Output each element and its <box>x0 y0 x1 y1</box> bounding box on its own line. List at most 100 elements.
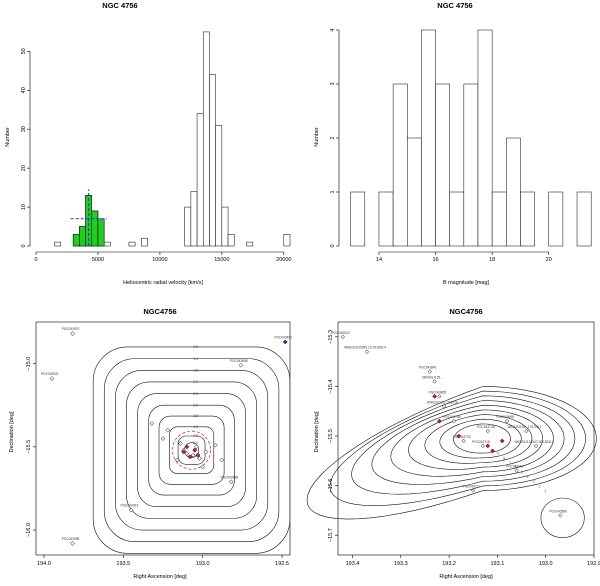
labeled-galaxy-point <box>533 443 539 449</box>
density-contour-ylabel: Declination [deg] <box>314 411 320 452</box>
histogram-bar <box>221 206 229 247</box>
highlighted-point <box>195 452 201 458</box>
labeled-galaxy-point <box>524 428 529 434</box>
member-point <box>213 442 218 448</box>
density-contour <box>169 426 215 474</box>
density-contour <box>424 414 533 464</box>
x-tick-label: 20 <box>546 257 552 263</box>
y-tick-label: −15.7 <box>328 528 334 542</box>
galaxy-label: PGC043841 <box>419 366 437 370</box>
sky-distribution-title: NGC4756 <box>143 307 176 316</box>
y-tick-label: −15.3 <box>328 330 334 344</box>
galaxy-label: PGC043738 <box>477 425 495 429</box>
galaxy-label: PGC043580 <box>549 509 567 513</box>
member-point <box>190 452 196 458</box>
galaxy-label: WINGSJ125059.13-151630.4 <box>344 346 386 350</box>
contour-label: 2.5 <box>193 392 198 396</box>
x-tick-label: 0 <box>34 257 37 263</box>
histogram-bar <box>576 191 592 247</box>
labeled-galaxy-point <box>427 369 432 374</box>
labeled-galaxy-point <box>461 438 466 444</box>
member-histogram-bar <box>91 210 99 247</box>
x-tick-label: 193.5 <box>116 561 130 567</box>
labeled-galaxy-point <box>70 331 75 337</box>
magnitude-histogram-ylabel: Number <box>314 127 320 147</box>
y-tick-label: 30 <box>21 126 27 132</box>
x-tick-label: 5000 <box>92 257 104 263</box>
density-contour <box>439 418 522 459</box>
member-point <box>203 449 209 455</box>
galaxy-label: PGC043688 <box>220 475 238 479</box>
histogram-bar <box>209 74 216 247</box>
member-point <box>174 457 180 463</box>
galaxy-label: PGC043711 <box>463 485 481 489</box>
density-contour <box>158 415 225 485</box>
galaxy-label: PGC043723 <box>453 435 471 439</box>
labeled-galaxy-point <box>480 443 486 449</box>
labeled-galaxy-point <box>49 376 55 381</box>
histogram-bar <box>392 83 408 247</box>
member-point <box>178 441 183 446</box>
x-tick-label: 16 <box>432 257 438 263</box>
x-tick-label: 193.0 <box>196 561 210 567</box>
highlighted-point <box>184 444 190 450</box>
density-contour-xlabel: Right Ascension [deg] <box>439 574 493 580</box>
highlighted-point <box>485 443 491 449</box>
labeled-galaxy-point <box>228 479 234 485</box>
histogram-bar <box>103 241 111 247</box>
highlighted-point <box>192 447 198 453</box>
contour-label: 1 <box>544 489 546 493</box>
labeled-galaxy-point <box>128 507 134 513</box>
x-tick-label: 193.3 <box>394 561 408 567</box>
x-tick-label: 193.0 <box>539 561 553 567</box>
galaxy-label: PGC043805 <box>429 390 447 394</box>
density-contour <box>371 400 565 485</box>
density-contour <box>103 358 280 542</box>
x-tick-label: 193.2 <box>442 561 456 567</box>
contour-label: 4 <box>527 475 529 479</box>
y-tick-label: 20 <box>21 165 27 171</box>
member-histogram-bar <box>79 226 86 247</box>
member-point <box>193 444 199 450</box>
histogram-bar <box>283 234 291 247</box>
histogram-bar <box>215 125 223 247</box>
histogram-bar <box>128 241 136 247</box>
x-tick-label: 192.9 <box>587 561 600 567</box>
x-tick-label: 18 <box>489 257 495 263</box>
histogram-bar <box>506 137 521 247</box>
sky-distribution-ylabel: Declination [deg] <box>9 411 15 452</box>
labeled-galaxy-point <box>432 379 437 384</box>
contour-group: 0.5 1.0 1.5 2.0 2.5 3.0 3.5 4.0 4.5 5.0 <box>92 345 290 554</box>
histogram-bar <box>548 191 564 247</box>
member-point <box>200 464 206 470</box>
x-tick-label: 14 <box>376 257 382 263</box>
x-tick-label: 193.4 <box>346 561 360 567</box>
contour-label: 3 <box>533 480 535 484</box>
galaxy-label: WINGSJ125...175712.1 <box>508 425 542 429</box>
highlighted-point <box>437 418 442 424</box>
galaxy-label: PGC043664 <box>506 465 524 469</box>
magnitude-histogram-title: NGC 4756 <box>437 1 472 10</box>
contour-label: 1.0 <box>193 357 198 361</box>
labeled-galaxy-point <box>340 334 345 340</box>
density-contour-panel: NGC4756 Right Ascension [deg] Declinatio… <box>306 307 600 580</box>
density-contour <box>115 369 269 531</box>
histogram-bar <box>54 241 62 247</box>
x-tick-label: 194.0 <box>37 561 51 567</box>
galaxy-label: PGC043698 <box>496 415 514 419</box>
galaxy-label: PGC043921 <box>41 372 59 376</box>
contour-label: 5.0 <box>193 441 198 445</box>
galaxy-label: PGC043998 <box>62 537 80 541</box>
labeled-galaxy-point <box>364 349 370 354</box>
histogram-bar <box>520 191 535 247</box>
galaxy-label: PGC043970 <box>62 327 80 331</box>
histogram-bar <box>246 241 254 247</box>
density-contour <box>329 390 587 507</box>
x-tick-label: 193.1 <box>491 561 505 567</box>
galaxy-label: PGC043923 <box>120 504 138 508</box>
y-tick-label: 0 <box>330 244 336 247</box>
x-tick-label: 15000 <box>214 257 229 263</box>
y-tick-label: 3 <box>330 82 336 85</box>
member-point <box>219 457 225 463</box>
